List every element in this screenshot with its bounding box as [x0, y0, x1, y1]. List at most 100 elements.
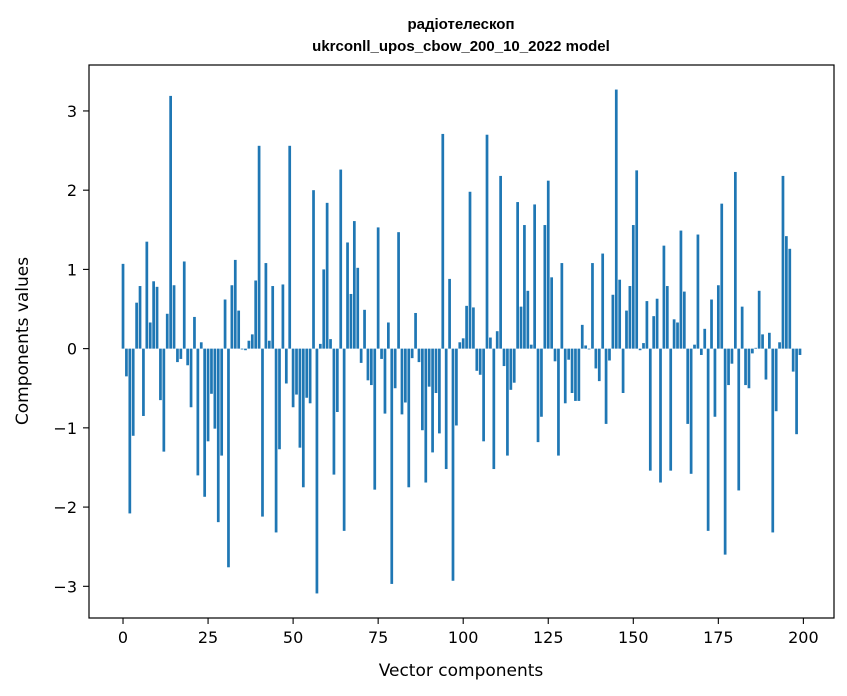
bar-15	[172, 285, 176, 349]
bar-86	[414, 312, 417, 349]
bar-53	[301, 348, 305, 488]
bar-143	[608, 348, 611, 361]
y-tick-label-3: 3	[67, 102, 77, 121]
bar-79	[390, 348, 394, 584]
bar-159	[662, 245, 666, 349]
bar-148	[625, 310, 628, 349]
bar-3	[131, 348, 135, 436]
bar-66	[346, 242, 349, 349]
bar-171	[703, 328, 707, 349]
bar-153	[642, 343, 645, 349]
x-tick-label-50: 50	[283, 628, 303, 647]
bar-59	[322, 269, 326, 349]
bar-23	[199, 342, 203, 349]
bar-183	[744, 348, 747, 386]
x-tick-label-125: 125	[533, 628, 564, 647]
bar-62	[332, 348, 336, 475]
bar-114	[509, 348, 513, 390]
bar-118	[523, 225, 526, 349]
bar-119	[526, 290, 530, 349]
bar-122	[536, 348, 540, 443]
bar-115	[512, 348, 516, 383]
bar-127	[553, 348, 557, 362]
bar-146	[618, 279, 622, 349]
bar-149	[628, 286, 632, 349]
bar-63	[335, 348, 339, 413]
bar-109	[492, 348, 496, 470]
bar-199	[798, 348, 802, 355]
x-tick-label-175: 175	[703, 628, 734, 647]
bar-60	[325, 202, 329, 349]
bar-103	[472, 307, 475, 349]
bar-166	[686, 348, 690, 424]
bar-181	[737, 348, 741, 491]
bar-26	[210, 348, 213, 394]
bar-129	[560, 263, 564, 349]
bar-67	[349, 293, 353, 349]
bar-95	[444, 348, 448, 470]
bar-173	[710, 299, 713, 349]
bar-49	[288, 145, 292, 349]
bar-70	[359, 348, 363, 363]
bar-102	[468, 191, 472, 349]
bar-150	[631, 225, 635, 349]
plot-frame	[88, 64, 835, 619]
bar-175	[716, 285, 720, 349]
bar-81	[397, 232, 400, 349]
y-tick-label--2: −2	[53, 498, 77, 517]
bar-106	[482, 348, 485, 442]
bar-93	[438, 348, 441, 434]
x-axis-ticks: 0 25 50 75 100 125 150 175 200	[118, 618, 819, 647]
bar-20	[189, 348, 193, 408]
chart-title-line2: ukrconll_upos_cbow_200_10_2022 model	[312, 38, 610, 55]
bar-120	[529, 344, 533, 349]
x-tick-label-0: 0	[118, 628, 128, 647]
bar-11	[159, 348, 162, 401]
bar-161	[669, 348, 673, 471]
y-tick-label-0: 0	[67, 340, 77, 359]
bar-64	[339, 169, 343, 349]
bar-46	[278, 348, 281, 450]
bar-170	[699, 348, 703, 355]
x-axis-label: Vector components	[379, 661, 544, 681]
bar-84	[407, 348, 411, 488]
bar-101	[465, 305, 468, 349]
bar-29	[220, 348, 224, 456]
bar-36	[244, 348, 247, 351]
bar-156	[652, 316, 656, 349]
bar-35	[240, 348, 244, 350]
bar-94	[441, 133, 445, 349]
bar-133	[574, 348, 577, 401]
bar-104	[475, 348, 479, 371]
bar-134	[577, 348, 581, 401]
bar-78	[387, 322, 390, 349]
bar-31	[227, 348, 230, 568]
bar-69	[356, 267, 360, 349]
bar-116	[516, 202, 519, 349]
bar-144	[611, 294, 615, 349]
x-tick-label-150: 150	[618, 628, 649, 647]
bar-178	[727, 348, 730, 386]
bar-132	[570, 348, 574, 393]
bar-38	[250, 334, 254, 349]
bar-191	[771, 348, 775, 533]
bar-176	[720, 203, 724, 349]
bar-83	[404, 348, 407, 403]
bar-51	[295, 348, 298, 395]
bar-5	[138, 286, 142, 349]
bar-172	[706, 348, 710, 531]
bar-160	[665, 286, 669, 349]
bar-16	[176, 348, 179, 363]
bar-165	[682, 291, 686, 349]
bar-140	[597, 348, 601, 382]
bar-8	[148, 322, 152, 349]
bar-28	[216, 348, 220, 523]
y-axis-ticks: −3 −2 −1 0 1 2 3	[53, 102, 89, 596]
bar-147	[621, 348, 625, 393]
x-tick-label-100: 100	[448, 628, 479, 647]
bar-56	[312, 190, 315, 349]
bar-190	[768, 332, 771, 349]
bar-110	[495, 331, 499, 349]
bar-91	[431, 348, 434, 453]
